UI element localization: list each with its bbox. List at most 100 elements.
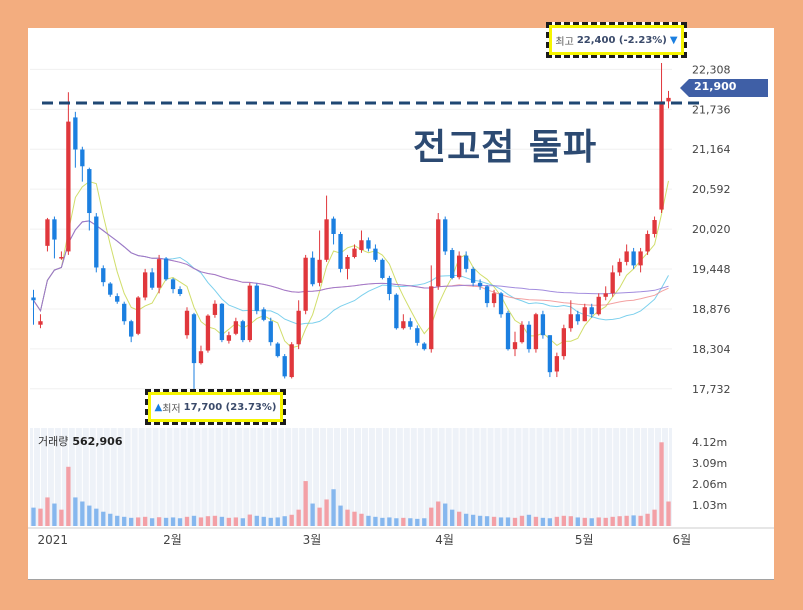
- volume-bar: [387, 517, 392, 526]
- volume-bar: [366, 515, 371, 526]
- high-prefix: 최고: [555, 36, 574, 48]
- candle-body: [366, 240, 371, 249]
- candle-body: [59, 257, 64, 259]
- candle-body: [456, 255, 462, 278]
- candle-body: [547, 335, 553, 373]
- volume-bar: [282, 516, 287, 526]
- candle-body: [450, 250, 455, 278]
- volume-bar: [645, 513, 650, 526]
- volume-bar: [484, 516, 490, 526]
- candle-body: [282, 356, 287, 377]
- volume-bars: [31, 442, 671, 526]
- volume-bar: [345, 509, 350, 526]
- volume-bar: [163, 517, 169, 526]
- candle-body: [289, 344, 294, 378]
- volume-bar: [659, 442, 664, 526]
- volume-bar: [568, 516, 573, 526]
- candle-body: [87, 169, 92, 214]
- volume-bar: [624, 515, 629, 526]
- price-tick-label: 19,448: [692, 263, 731, 276]
- candle-body: [163, 258, 169, 280]
- volume-bar: [317, 507, 322, 526]
- volume-bar: [589, 518, 594, 526]
- volume-bar: [156, 517, 162, 526]
- candle-body: [512, 342, 518, 350]
- price-tick-label: 18,876: [692, 303, 731, 316]
- grid: [30, 68, 672, 526]
- volume-bar: [198, 517, 204, 526]
- volume-bar: [296, 509, 301, 526]
- high-value: 22,400 (-2.23%): [576, 34, 667, 46]
- candle-body: [345, 257, 350, 269]
- candle-body: [589, 307, 594, 315]
- candle-body: [177, 289, 183, 295]
- annotation-text: 전고점 돌파: [413, 127, 598, 168]
- candle-body: [66, 121, 71, 252]
- candle-body: [108, 283, 113, 295]
- volume-bar: [498, 517, 504, 526]
- volume-value: 562,906: [72, 435, 123, 448]
- volume-bar: [80, 501, 85, 526]
- volume-bar: [394, 518, 399, 526]
- candlestick-chart: 22,308 21,736 21,164 20,592 20,020 19,448 18,8…: [28, 62, 774, 580]
- volume-bar: [115, 515, 120, 526]
- candle-body: [247, 285, 252, 341]
- high-callout: 최고 22,400 (-2.23%) ▼: [546, 22, 687, 58]
- candle-body: [436, 219, 441, 287]
- volume-bar: [429, 507, 434, 526]
- volume-bar: [87, 505, 92, 526]
- low-prefix: 최저: [162, 403, 181, 415]
- candle-body: [268, 321, 273, 343]
- candle-body: [142, 272, 148, 298]
- price-tick-label: 22,308: [692, 63, 731, 76]
- volume-bar: [415, 518, 420, 526]
- volume-bar: [631, 515, 636, 526]
- volume-bar: [289, 514, 294, 526]
- volume-bar: [450, 509, 455, 526]
- volume-bar: [443, 503, 448, 526]
- volume-bar: [219, 516, 225, 526]
- candle-body: [498, 293, 504, 315]
- candle-body: [491, 293, 497, 304]
- candle-body: [94, 216, 99, 268]
- volume-bar: [94, 508, 99, 526]
- candle-body: [394, 294, 399, 329]
- axes: 22,308 21,736 21,164 20,592 20,020 19,448 18,8…: [28, 63, 774, 580]
- volume-bar: [324, 499, 329, 526]
- volume-bar: [359, 513, 364, 526]
- volume-bar: [401, 517, 406, 526]
- candle-body: [484, 286, 490, 304]
- volume-bar: [31, 507, 36, 526]
- volume-tick-label: 1.03m: [692, 499, 727, 512]
- volume-bar: [666, 501, 671, 526]
- candle-body: [129, 321, 134, 337]
- candle-body: [477, 282, 483, 287]
- volume-bar: [66, 466, 71, 526]
- candle-body: [261, 309, 266, 320]
- candle-body: [115, 296, 120, 302]
- candle-body: [45, 219, 50, 246]
- volume-bar: [596, 517, 601, 526]
- candle-body: [540, 314, 546, 336]
- candle-body: [596, 296, 601, 315]
- candle-body: [422, 343, 427, 350]
- candle-body: [645, 233, 650, 252]
- volume-bar: [331, 489, 336, 526]
- x-tick-label: 2월: [163, 533, 182, 547]
- volume-bar: [652, 509, 657, 526]
- volume-bar: [212, 515, 218, 526]
- price-tick-label: 20,020: [692, 223, 731, 236]
- volume-bar: [373, 516, 378, 526]
- volume-panel-bg: [30, 428, 672, 526]
- candle-body: [526, 324, 532, 350]
- moving-average-line: [33, 180, 669, 349]
- volume-bar: [470, 514, 476, 526]
- candle-body: [533, 314, 539, 350]
- candle-body: [184, 310, 190, 336]
- volume-tick-label: 4.12m: [692, 436, 727, 449]
- volume-bar: [38, 508, 43, 526]
- candle-body: [31, 297, 36, 301]
- volume-tick-label: 3.09m: [692, 457, 727, 470]
- candle-body: [101, 268, 106, 283]
- candle-body: [226, 335, 232, 341]
